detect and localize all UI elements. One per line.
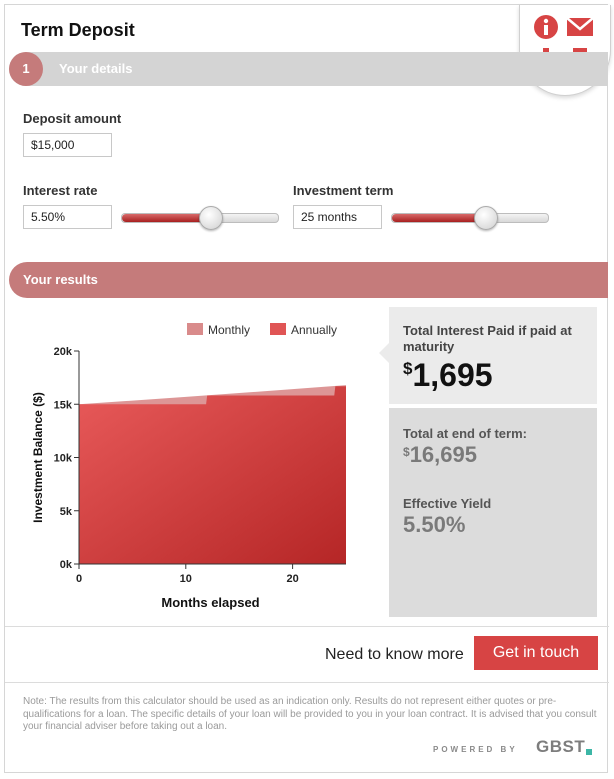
total-interest-currency: $ — [403, 359, 413, 378]
y-tick-label: 15k — [54, 399, 73, 411]
x-tick-label: 20 — [286, 573, 298, 585]
gbst-logo[interactable]: GBST — [536, 737, 586, 756]
total-interest-panel: Total Interest Paid if paid at maturity … — [379, 307, 597, 404]
divider — [5, 682, 609, 683]
deposit-amount-input[interactable] — [23, 133, 112, 157]
x-tick-label: 0 — [76, 573, 82, 585]
total-end-value: 16,695 — [409, 442, 477, 467]
powered-by-text: POWERED BY — [433, 745, 518, 754]
total-interest-value: 1,695 — [412, 357, 493, 393]
total-end-currency: $ — [403, 445, 410, 459]
y-axis-title: Investment Balance ($) — [31, 392, 45, 523]
legend-label: Monthly — [208, 323, 250, 337]
need-to-know-text: Need to know more — [325, 646, 464, 663]
results-label: Your results — [23, 272, 98, 287]
page-title: Term Deposit — [21, 20, 135, 40]
summary-panel: Total at end of term: $16,695 Effective … — [389, 408, 597, 617]
investment-term-slider-fill — [392, 214, 485, 222]
divider — [5, 626, 609, 627]
interest-rate-slider[interactable] — [121, 206, 279, 230]
total-end-amount: $16,695 — [403, 442, 477, 468]
investment-term-label: Investment term — [293, 183, 394, 198]
gbst-logo-dot — [586, 749, 592, 755]
investment-term-input[interactable] — [293, 205, 382, 229]
total-interest-label: Total Interest Paid if paid at maturity — [403, 323, 572, 354]
deposit-amount-label: Deposit amount — [23, 111, 122, 126]
total-end-label: Total at end of term: — [403, 426, 527, 441]
effective-yield-label: Effective Yield — [403, 496, 492, 511]
y-tick-label: 0k — [60, 559, 73, 571]
step-label: Your details — [59, 61, 133, 76]
balance-chart: Monthly Annually 0k 5k 10k 15k 20k 0 10 20 Months… — [31, 323, 346, 610]
y-tick-label: 20k — [54, 346, 73, 358]
legend-swatch — [187, 323, 203, 335]
series-area-annually — [79, 386, 346, 564]
interest-rate-input[interactable] — [23, 205, 112, 229]
envelope-icon[interactable] — [566, 13, 594, 41]
legend-swatch — [270, 323, 286, 335]
results-header: Your results — [9, 262, 608, 298]
interest-rate-label: Interest rate — [23, 183, 98, 198]
step-number: 1 — [9, 52, 43, 86]
calculator-frame: Term Deposit 1 Your details Deposit amou… — [4, 4, 611, 773]
x-tick-label: 10 — [180, 573, 192, 585]
x-axis-title: Months elapsed — [161, 595, 259, 610]
disclaimer-note: Note: The results from this calculator s… — [23, 696, 597, 732]
interest-rate-slider-thumb[interactable] — [199, 206, 224, 230]
investment-term-slider-thumb[interactable] — [474, 206, 499, 230]
y-tick-label: 5k — [60, 506, 73, 518]
investment-term-slider[interactable] — [391, 206, 549, 230]
total-interest-amount: $1,695 — [403, 357, 493, 394]
y-tick-label: 10k — [54, 453, 73, 465]
get-in-touch-button[interactable]: Get in touch — [474, 636, 598, 670]
interest-rate-slider-fill — [122, 214, 210, 222]
effective-yield-value: 5.50% — [403, 512, 466, 537]
step-header: 1 Your details — [9, 52, 608, 86]
info-icon[interactable] — [532, 13, 560, 41]
legend-label: Annually — [291, 323, 337, 337]
